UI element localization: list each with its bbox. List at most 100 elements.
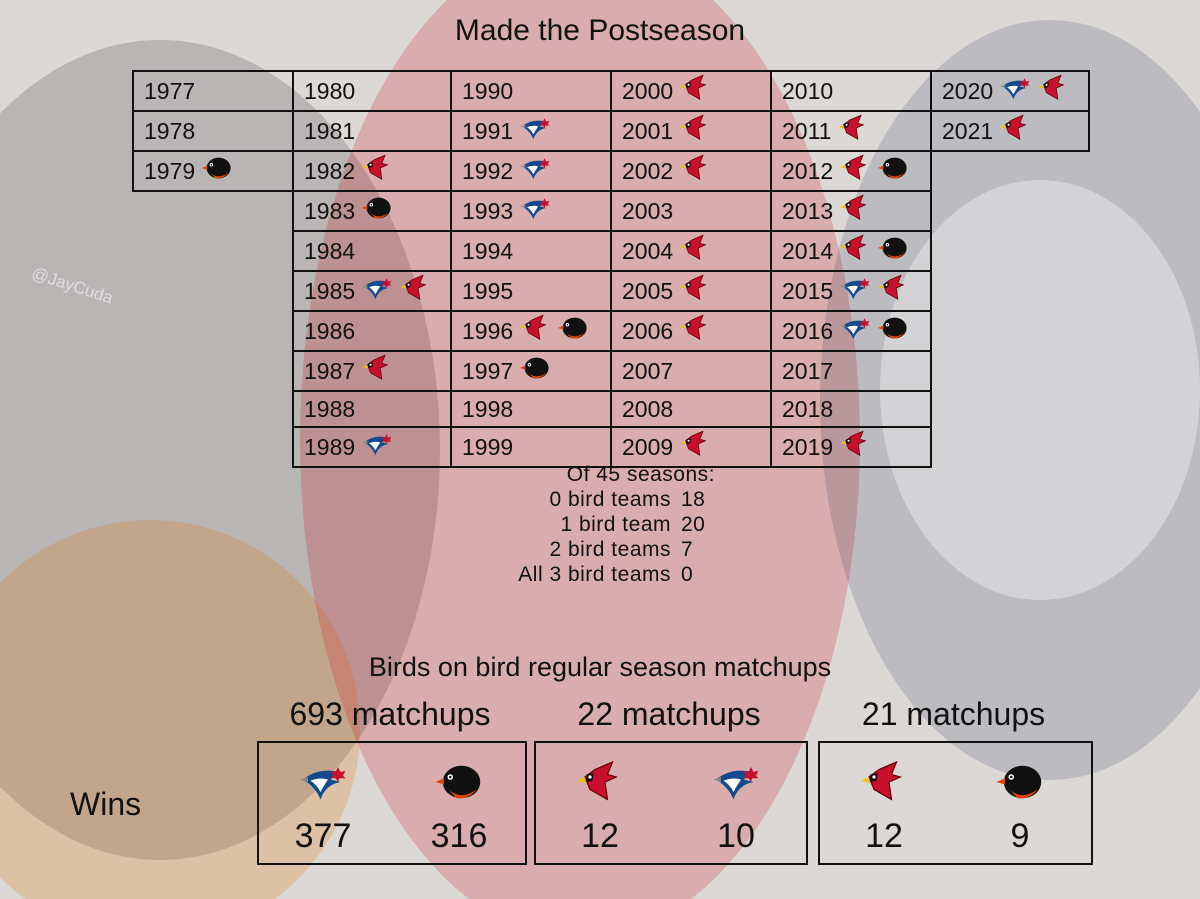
cardinals-logo-icon [361,152,393,190]
year-label: 2017 [782,358,834,385]
year-cell: 2009 [610,426,772,468]
year-label: 1982 [304,157,356,184]
summary-row: 1 bird team 20 [440,512,715,537]
year-label: 1993 [462,197,514,224]
year-cell: 2018 [770,390,932,428]
year-cell: 2017 [770,350,932,392]
year-cell: 1981 [292,110,452,152]
table-row: 1986 1996 2006 2016 [133,310,1089,352]
wins-value: 316 [430,817,488,855]
year-cell: 1994 [450,230,612,272]
page-title: Made the Postseason [454,14,746,47]
cardinals-logo-icon [839,152,871,190]
year-label: 2007 [622,358,674,385]
year-cell: 1999 [450,426,612,468]
blue-jays-logo-icon [298,757,348,812]
year-label: 2019 [782,433,834,460]
year-label: 1988 [304,396,356,423]
matchup-count: 21 matchups [861,696,1046,732]
blue-jays-logo-icon [999,72,1031,110]
empty-cell [133,311,293,351]
wins-value: 9 [1010,817,1030,855]
cardinals-logo-icon [1037,72,1069,110]
year-label: 1996 [462,317,514,344]
year-cell: 2003 [610,190,772,232]
table-row: 1985 1995 2005 2015 [133,270,1089,312]
cardinals-logo-icon [399,272,431,310]
summary-value: 7 [681,538,694,561]
year-cell: 1987 [292,350,452,392]
wins-value: 12 [581,817,619,855]
year-cell: 1984 [292,230,452,272]
matchup-box: 377 316 [257,741,527,865]
year-cell: 1993 [450,190,612,232]
year-cell: 2000 [610,70,772,112]
year-label: 1999 [462,434,514,461]
summary-value: 18 [681,488,706,511]
matchup-count: 22 matchups [577,696,761,732]
summary-label: 1 bird team [560,513,671,536]
year-cell: 1996 [450,310,612,352]
year-label: 2006 [622,317,674,344]
wins-value: 10 [717,817,755,855]
orioles-logo-icon [877,312,909,350]
year-label: 1985 [304,277,356,304]
table-row: 1989 1999 2009 2019 [133,426,1089,468]
year-label: 2009 [622,433,674,460]
orioles-logo-icon [557,312,589,350]
orioles-logo-icon [877,232,909,270]
summary-label: 2 bird teams [549,538,671,561]
cardinals-logo-icon [679,152,711,190]
year-label: 2012 [782,157,834,184]
wins-value: 377 [294,817,352,855]
year-cell: 2013 [770,190,932,232]
year-label: 1984 [304,238,356,265]
table-row: 1984 1994 2004 2014 [133,230,1089,272]
year-cell: 2006 [610,310,772,352]
year-cell: 1998 [450,390,612,428]
empty-cell [931,271,1089,311]
summary-row: All 3 bird teams 0 [440,562,715,587]
year-label: 2001 [622,117,674,144]
year-cell: 2019 [770,426,932,468]
cardinals-logo-icon [679,232,711,270]
year-cell: 1982 [292,150,452,192]
cardinals-logo-icon [679,312,711,350]
blue-jays-logo-icon [839,312,871,350]
cardinals-logo-icon [575,757,625,812]
year-label: 2013 [782,197,834,224]
year-label: 2010 [782,78,834,105]
table-row: 1977 1980 1990 2000 2010 2020 [132,70,1090,112]
year-label: 2015 [782,277,834,304]
year-label: 1978 [144,118,196,145]
year-label: 1990 [462,78,514,105]
year-label: 2016 [782,317,834,344]
year-cell: 2010 [770,70,932,112]
year-cell: 1979 [132,150,294,192]
empty-cell [133,191,293,231]
year-cell: 1988 [292,390,452,428]
year-label: 1980 [304,78,356,105]
cardinals-logo-icon [839,192,871,230]
empty-cell [931,427,1089,467]
summary-row: 2 bird teams 7 [440,537,715,562]
blue-jays-logo-icon [519,112,551,150]
summary-value: 0 [681,563,694,586]
year-label: 2004 [622,237,674,264]
year-cell: 1980 [292,70,452,112]
year-cell: 2020 [930,70,1090,112]
empty-cell [133,271,293,311]
summary-value: 20 [681,513,706,536]
year-label: 1991 [462,117,514,144]
year-cell: 1978 [132,110,294,152]
summary-header: Of 45 seasons: [566,463,715,486]
year-label: 2005 [622,277,674,304]
empty-cell [931,231,1089,271]
empty-cell [133,231,293,271]
year-label: 1981 [304,118,356,145]
year-label: 2008 [622,396,674,423]
table-row: 1987 1997 2007 2017 [133,350,1089,392]
cardinals-logo-icon [361,352,393,390]
matchup-box: 12 10 [534,741,808,865]
matchup-count: 693 matchups [289,696,491,732]
